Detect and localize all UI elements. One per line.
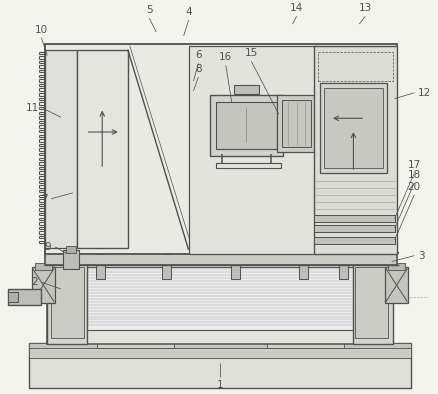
Text: 17: 17 <box>408 160 421 170</box>
Text: 10: 10 <box>35 25 48 35</box>
Bar <box>300 248 307 254</box>
Bar <box>216 164 281 168</box>
Text: 1: 1 <box>217 380 223 390</box>
Bar <box>28 348 411 358</box>
Bar <box>63 250 79 269</box>
Bar <box>282 100 311 147</box>
Bar <box>8 292 18 302</box>
Bar <box>388 262 406 270</box>
Bar <box>96 252 105 279</box>
Bar <box>320 83 387 173</box>
Bar <box>97 248 104 254</box>
Bar <box>324 88 383 168</box>
Bar <box>355 268 388 338</box>
Bar <box>267 330 344 348</box>
Bar <box>8 289 41 305</box>
Bar <box>339 252 347 279</box>
Bar <box>28 343 411 348</box>
Bar <box>162 252 171 279</box>
Bar <box>234 85 259 94</box>
Bar <box>385 268 408 303</box>
Bar <box>45 44 397 254</box>
Text: 12: 12 <box>418 88 431 98</box>
Bar <box>210 95 283 156</box>
Text: 16: 16 <box>219 52 233 62</box>
Bar <box>45 50 77 248</box>
Text: 3: 3 <box>418 251 425 261</box>
Text: 4: 4 <box>185 7 192 17</box>
Bar <box>353 262 393 344</box>
Text: 6: 6 <box>195 50 202 60</box>
Bar <box>77 50 128 248</box>
Bar <box>47 262 393 344</box>
Text: 18: 18 <box>408 170 421 180</box>
Bar <box>32 268 55 303</box>
Text: 14: 14 <box>290 3 303 13</box>
Bar <box>97 330 174 348</box>
Bar <box>300 252 308 279</box>
Text: 11: 11 <box>26 104 39 113</box>
Text: 2: 2 <box>31 277 38 287</box>
Bar <box>314 216 395 222</box>
Bar <box>314 46 397 254</box>
Bar <box>277 95 316 152</box>
Bar <box>66 246 76 253</box>
Bar <box>35 262 52 270</box>
Bar <box>28 343 411 388</box>
Bar <box>231 252 240 279</box>
Bar <box>189 46 316 254</box>
Bar <box>318 52 393 81</box>
Text: 20: 20 <box>408 182 421 192</box>
Bar <box>47 262 87 344</box>
Bar <box>45 250 397 266</box>
Text: 8: 8 <box>195 64 202 74</box>
Bar <box>163 248 170 254</box>
Text: 9: 9 <box>45 242 51 252</box>
Bar <box>51 268 84 338</box>
Bar <box>232 248 239 254</box>
Bar <box>314 237 395 244</box>
Text: 13: 13 <box>359 3 372 13</box>
Bar <box>216 102 277 149</box>
Text: 7: 7 <box>41 194 47 204</box>
Text: 15: 15 <box>245 48 258 58</box>
Bar <box>314 225 395 232</box>
Bar <box>85 268 359 330</box>
Text: 5: 5 <box>146 5 152 15</box>
Bar <box>340 248 346 254</box>
